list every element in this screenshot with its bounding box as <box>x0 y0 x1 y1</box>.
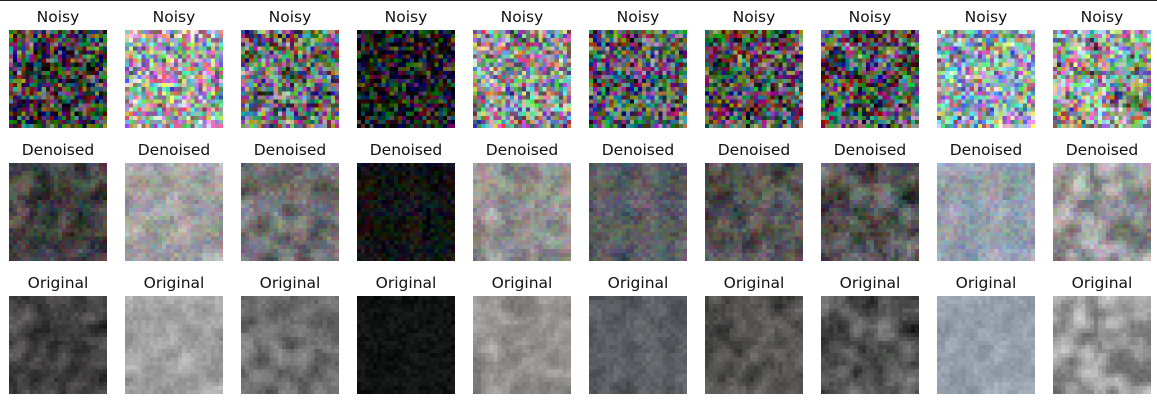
tile-title: Original <box>607 274 669 292</box>
texture-image <box>9 296 107 394</box>
tile-title: Noisy <box>384 8 428 26</box>
tile-title: Original <box>1071 274 1133 292</box>
texture-image <box>241 30 339 128</box>
tile-title: Denoised <box>485 141 559 159</box>
texture-image <box>589 163 687 261</box>
texture-image <box>821 30 919 128</box>
tile-title: Original <box>723 274 785 292</box>
texture-image <box>241 163 339 261</box>
tile-title: Denoised <box>253 141 327 159</box>
texture-image <box>357 30 455 128</box>
texture-image <box>357 296 455 394</box>
texture-image <box>125 163 223 261</box>
texture-image <box>9 163 107 261</box>
top-border <box>0 0 1157 1</box>
tile-title: Original <box>491 274 553 292</box>
tile-title: Noisy <box>500 8 544 26</box>
tile-title: Noisy <box>268 8 312 26</box>
tile-title: Denoised <box>21 141 95 159</box>
texture-image <box>241 296 339 394</box>
tile-title: Original <box>259 274 321 292</box>
tile-title: Denoised <box>949 141 1023 159</box>
texture-image <box>357 163 455 261</box>
tile-title: Noisy <box>964 8 1008 26</box>
tile-title: Noisy <box>732 8 776 26</box>
texture-image <box>125 296 223 394</box>
texture-image <box>9 30 107 128</box>
texture-image <box>473 30 571 128</box>
texture-image <box>705 163 803 261</box>
tile-title: Denoised <box>601 141 675 159</box>
tile-title: Denoised <box>717 141 791 159</box>
texture-image <box>937 163 1035 261</box>
texture-image <box>705 30 803 128</box>
tile-title: Original <box>839 274 901 292</box>
texture-image <box>473 163 571 261</box>
texture-image <box>1053 30 1151 128</box>
tile-title: Original <box>27 274 89 292</box>
texture-image <box>589 30 687 128</box>
texture-image <box>937 296 1035 394</box>
tile-title: Denoised <box>833 141 907 159</box>
tile-title: Noisy <box>848 8 892 26</box>
tile-title: Noisy <box>36 8 80 26</box>
tile-title: Original <box>143 274 205 292</box>
texture-image <box>1053 296 1151 394</box>
tile-title: Denoised <box>1065 141 1139 159</box>
tile-title: Noisy <box>1080 8 1124 26</box>
tile-title: Original <box>955 274 1017 292</box>
tile-title: Noisy <box>616 8 660 26</box>
tile-title: Original <box>375 274 437 292</box>
texture-image <box>1053 163 1151 261</box>
texture-image <box>937 30 1035 128</box>
texture-image <box>821 296 919 394</box>
texture-image <box>705 296 803 394</box>
tile-title: Denoised <box>369 141 443 159</box>
tile-title: Denoised <box>137 141 211 159</box>
tile-title: Noisy <box>152 8 196 26</box>
texture-image <box>821 163 919 261</box>
texture-image <box>473 296 571 394</box>
texture-image <box>589 296 687 394</box>
texture-image <box>125 30 223 128</box>
